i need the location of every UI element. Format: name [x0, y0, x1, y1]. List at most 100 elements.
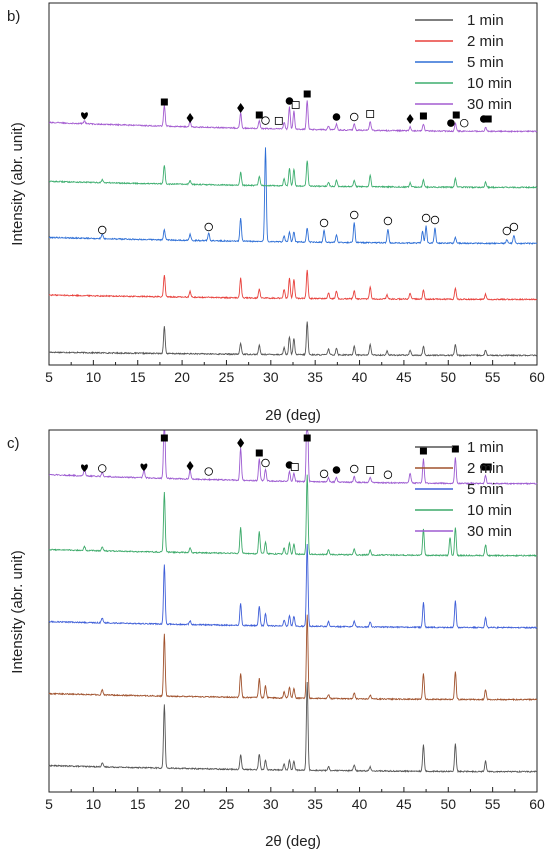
- legend-label: 5 min: [467, 481, 504, 498]
- phase-marker: [447, 119, 455, 127]
- legend-label: 2 min: [467, 460, 504, 477]
- phase-marker: [406, 114, 414, 124]
- phase-marker: [261, 116, 270, 125]
- x-tick-label: 5: [45, 369, 53, 385]
- series-line: [48, 269, 538, 301]
- phase-marker: [319, 469, 329, 479]
- legend-label: 10 min: [467, 502, 512, 519]
- phase-marker: [81, 464, 88, 472]
- x-tick-label: 25: [219, 369, 235, 385]
- x-tick-label: 60: [529, 369, 545, 385]
- phase-marker: [186, 113, 194, 123]
- phase-marker: [285, 97, 294, 105]
- x-tick-label: 40: [352, 369, 368, 385]
- phase-marker: [430, 215, 440, 225]
- panel-label: c): [7, 435, 20, 452]
- phase-marker: [303, 90, 311, 98]
- phase-marker: [332, 113, 341, 121]
- x-tick-label: 25: [219, 796, 235, 812]
- phase-marker: [237, 438, 245, 448]
- phase-marker: [303, 434, 311, 442]
- panel-label: b): [7, 8, 20, 25]
- x-tick-label: 35: [307, 369, 323, 385]
- series-line: [48, 430, 538, 486]
- legend-label: 30 min: [467, 96, 512, 113]
- x-axis: 5 10 15 20 25 30 35 40 45 50 55 60: [45, 787, 545, 812]
- x-axis: 5 10 15 20 25 30 35 40 45 50 55 60: [45, 360, 545, 385]
- series-traces: [48, 430, 538, 774]
- series-line: [48, 100, 538, 134]
- phase-marker: [98, 464, 107, 473]
- x-tick-label: 15: [130, 796, 146, 812]
- phase-marker: [160, 98, 168, 106]
- x-tick-label: 5: [45, 796, 53, 812]
- phase-marker: [452, 111, 460, 119]
- series-line: [48, 160, 538, 190]
- x-axis-title: 2θ (deg): [265, 407, 321, 424]
- series-line: [48, 474, 538, 558]
- phase-marker: [350, 112, 359, 122]
- series-line: [48, 614, 538, 702]
- x-tick-label: 10: [86, 796, 102, 812]
- phase-marker: [261, 458, 270, 468]
- panel-c: c) Intensity (abr. unit) 2θ (deg) 5 10 15 2…: [7, 429, 545, 850]
- phase-marker: [274, 116, 283, 125]
- phase-marker: [383, 470, 393, 479]
- legend-label: 5 min: [467, 54, 504, 71]
- phase-marker: [204, 222, 213, 232]
- phase-marker: [484, 115, 492, 123]
- phase-markers: [81, 90, 519, 236]
- phase-marker: [319, 218, 329, 228]
- x-tick-label: 40: [352, 796, 368, 812]
- legend-label: 2 min: [467, 33, 504, 50]
- phase-marker: [98, 225, 107, 235]
- phase-markers: [81, 434, 492, 479]
- phase-marker: [366, 110, 375, 118]
- series-traces: [48, 100, 538, 357]
- phase-marker: [204, 467, 213, 476]
- legend: 1 min 2 min 5 min 10 min 30 min: [415, 439, 512, 540]
- series-line: [48, 147, 538, 245]
- x-tick-label: 50: [440, 369, 456, 385]
- phase-marker: [140, 463, 148, 471]
- legend-label: 10 min: [467, 75, 512, 92]
- phase-marker: [502, 226, 512, 236]
- x-tick-label: 10: [86, 369, 102, 385]
- phase-marker: [350, 210, 359, 220]
- legend-label: 30 min: [467, 523, 512, 540]
- y-axis-title: Intensity (abr. unit): [9, 122, 26, 245]
- legend-label: 1 min: [467, 12, 504, 29]
- phase-marker: [419, 447, 427, 455]
- phase-marker: [291, 101, 300, 109]
- phase-marker: [509, 222, 519, 232]
- series-line: [48, 681, 538, 774]
- phase-marker: [350, 464, 359, 474]
- x-tick-label: 45: [396, 796, 412, 812]
- phase-marker: [421, 213, 431, 223]
- legend-label: 1 min: [467, 439, 504, 456]
- x-tick-label: 35: [307, 796, 323, 812]
- panel-b: b) Intensity (abr. unit) 2θ (deg) 5 10 15 2…: [7, 2, 545, 424]
- series-line: [48, 544, 538, 630]
- phase-marker: [81, 112, 88, 120]
- x-tick-label: 45: [396, 369, 412, 385]
- phase-marker: [419, 112, 427, 120]
- y-axis-title: Intensity (abr. unit): [9, 550, 26, 673]
- x-tick-label: 60: [529, 796, 545, 812]
- x-tick-label: 20: [174, 369, 190, 385]
- x-tick-label: 30: [263, 369, 279, 385]
- phase-marker: [237, 103, 245, 113]
- x-axis-title: 2θ (deg): [265, 833, 321, 850]
- phase-marker: [332, 466, 341, 474]
- phase-marker: [160, 434, 168, 442]
- phase-marker: [290, 463, 299, 471]
- x-tick-label: 50: [440, 796, 456, 812]
- phase-marker: [484, 463, 492, 471]
- legend: 1 min 2 min 5 min 10 min 30 min: [415, 12, 512, 113]
- x-tick-label: 20: [174, 796, 190, 812]
- phase-marker: [366, 466, 375, 474]
- x-tick-label: 15: [130, 369, 146, 385]
- x-tick-label: 55: [485, 369, 501, 385]
- phase-marker: [186, 461, 194, 471]
